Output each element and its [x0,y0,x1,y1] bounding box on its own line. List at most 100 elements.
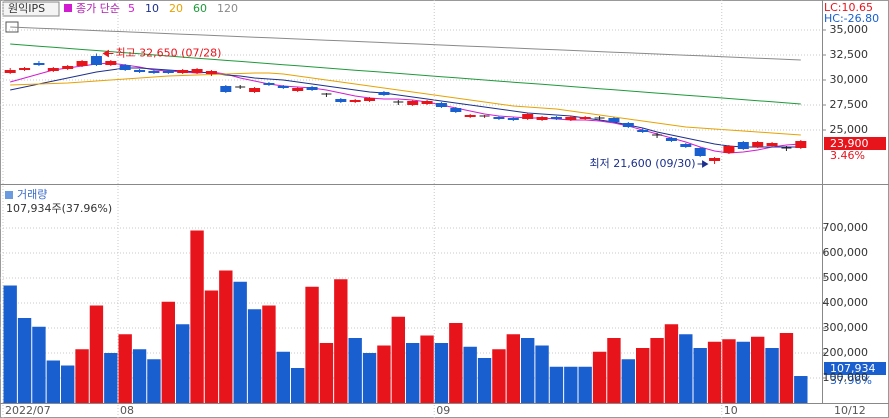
candle-body [709,158,721,161]
volume-bar [291,368,305,403]
volume-bar [406,343,420,403]
volume-bar [477,358,492,403]
candle-body [622,123,634,127]
volume-bar [434,343,449,403]
volume-bar [377,345,391,403]
annotation: 최고 32,650 (07/28) [115,47,221,60]
price-change: 3.46% [830,149,865,162]
candle-body [665,138,677,141]
candle-body [435,103,447,107]
candle-body [579,117,591,119]
x-tick-label: 10 [724,404,738,417]
candle-body [493,117,505,119]
y-tick-label: 100,000 [823,371,869,384]
candle-body [407,101,419,105]
x-tick-label: 08 [120,404,134,417]
y-tick-label: 400,000 [823,296,869,309]
volume-title: 거래량 [17,188,47,201]
candle-body [723,146,735,153]
volume-bar [463,346,477,403]
legend-entry: 5 [128,2,135,15]
volume-bar [190,230,204,403]
candle-body [62,66,74,69]
volume-bar [636,348,650,403]
volume-bar [305,286,319,403]
candle-body [4,70,16,73]
ma-line [10,43,801,105]
y-tick-label: 500,000 [823,271,869,284]
hc-label: HC:-26.80 [824,12,879,25]
candle-body [349,100,361,102]
y-tick-label: 700,000 [823,221,869,234]
candle-body [119,65,131,70]
volume-bar [549,366,564,403]
candle-body [608,118,620,122]
last-price-box [824,137,886,150]
ma-line [10,26,801,61]
volume-bar [75,349,89,403]
last-price: 23,900 [830,137,869,150]
candle-body [766,143,778,146]
candle-body [177,70,189,73]
x-tick-label: 09 [436,404,450,417]
candle-body [752,142,764,147]
volume-bar [348,338,362,403]
candle-body [90,56,102,65]
candle-body [191,69,203,73]
volume-bar [650,338,664,403]
candle-body [795,141,807,148]
annotation-arrow [102,49,114,58]
ma-line [10,67,801,148]
volume-bar [535,345,549,403]
volume-bar [736,341,750,403]
ma-icon [64,4,72,12]
y-tick-label: 300,000 [823,321,869,334]
candle-body [464,115,476,117]
volume-bar [204,290,219,403]
stock-name: 원익IPS [8,2,45,15]
candle-body [47,68,59,71]
volume-bar [132,349,147,403]
volume-bar [492,349,506,403]
volume-bar [247,309,262,403]
volume-bar [46,360,60,403]
candle-body [306,87,318,90]
candle-body [550,117,562,119]
volume-bar [449,323,463,403]
candle-body [220,86,232,92]
ma-line [10,62,801,154]
volume-bar [161,301,175,403]
volume-bar [219,270,233,403]
candle-body [364,98,376,101]
volume-bar [779,333,794,403]
volume-bar [521,338,535,403]
volume-bar [334,279,348,403]
candle-body [694,148,706,156]
candle-body [565,117,577,120]
y-tick-label: 27,500 [830,98,869,111]
volume-bar [17,318,32,403]
volume-bar [679,334,693,403]
candle-body [507,118,519,120]
y-tick-label: 35,000 [830,23,869,36]
y-tick-label: 32,500 [830,48,869,61]
volume-bar [607,338,621,403]
volume-bar [3,285,17,403]
y-tick-label: 600,000 [823,246,869,259]
volume-bar [319,343,334,403]
volume-bar [420,335,434,403]
volume-bar [147,359,161,403]
x-tick-label: 2022/07 [5,404,51,417]
volume-bar [262,305,276,403]
volume-bar [722,339,736,403]
last-volume-box [824,362,886,375]
volume-icon [5,191,13,199]
volume-bar [89,305,104,403]
volume-bar [176,324,190,403]
volume-bar [564,366,578,403]
candle-body [277,86,289,88]
volume-bar [751,336,765,403]
last-volume: 107,934 [830,362,876,375]
volume-bar [707,341,722,403]
